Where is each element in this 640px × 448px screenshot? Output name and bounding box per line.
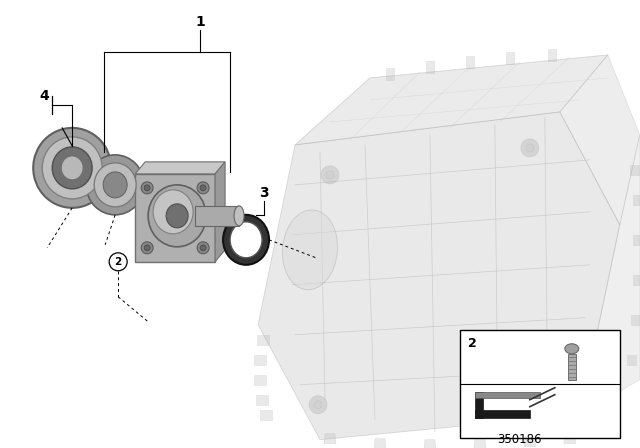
Text: 2: 2 [115, 257, 122, 267]
Ellipse shape [42, 137, 102, 199]
Circle shape [321, 166, 339, 184]
Polygon shape [254, 355, 266, 365]
Polygon shape [466, 56, 474, 68]
Polygon shape [324, 434, 336, 444]
Ellipse shape [166, 204, 188, 228]
Ellipse shape [234, 206, 244, 226]
Polygon shape [631, 315, 640, 325]
Polygon shape [474, 439, 486, 448]
Ellipse shape [282, 210, 338, 290]
Polygon shape [564, 434, 576, 444]
Polygon shape [135, 162, 225, 174]
Ellipse shape [103, 172, 127, 198]
Circle shape [197, 242, 209, 254]
Polygon shape [627, 355, 636, 365]
Polygon shape [195, 206, 239, 226]
Bar [475, 392, 540, 398]
Circle shape [326, 171, 334, 179]
Circle shape [141, 182, 153, 194]
Bar [460, 330, 620, 438]
Polygon shape [560, 55, 640, 225]
Bar [475, 409, 530, 418]
Polygon shape [386, 68, 394, 80]
Circle shape [200, 245, 206, 251]
Ellipse shape [86, 155, 144, 215]
Polygon shape [135, 174, 215, 262]
Ellipse shape [33, 128, 111, 208]
Circle shape [197, 182, 209, 194]
Circle shape [144, 185, 150, 191]
Circle shape [526, 144, 534, 152]
Circle shape [109, 253, 127, 271]
Ellipse shape [223, 215, 269, 265]
Polygon shape [215, 162, 225, 262]
Circle shape [544, 383, 552, 392]
Ellipse shape [230, 222, 262, 258]
Text: 350186: 350186 [497, 433, 542, 446]
Polygon shape [633, 235, 640, 245]
Ellipse shape [94, 163, 136, 207]
Polygon shape [260, 409, 272, 420]
Ellipse shape [61, 156, 83, 180]
Circle shape [309, 396, 327, 414]
Polygon shape [424, 439, 436, 448]
Circle shape [141, 242, 153, 254]
Circle shape [200, 185, 206, 191]
Text: 3: 3 [259, 186, 269, 200]
Polygon shape [295, 55, 608, 145]
Circle shape [521, 139, 539, 157]
Circle shape [539, 379, 557, 396]
Polygon shape [633, 275, 640, 285]
Text: 1: 1 [195, 15, 205, 29]
Polygon shape [257, 335, 269, 345]
Text: 2: 2 [468, 337, 477, 350]
Polygon shape [256, 395, 268, 405]
Polygon shape [374, 439, 386, 448]
Bar [568, 354, 576, 380]
Polygon shape [524, 437, 536, 447]
Polygon shape [258, 112, 620, 439]
Ellipse shape [148, 185, 206, 247]
Ellipse shape [153, 190, 193, 234]
Polygon shape [580, 135, 640, 415]
Polygon shape [548, 49, 556, 61]
Circle shape [314, 401, 322, 409]
Bar [475, 392, 483, 418]
Text: 4: 4 [39, 89, 49, 103]
Polygon shape [633, 195, 640, 205]
Polygon shape [630, 165, 639, 175]
Polygon shape [506, 52, 514, 64]
Circle shape [144, 245, 150, 251]
Polygon shape [426, 61, 434, 73]
Polygon shape [254, 375, 266, 385]
Ellipse shape [565, 344, 579, 354]
Ellipse shape [52, 147, 92, 189]
